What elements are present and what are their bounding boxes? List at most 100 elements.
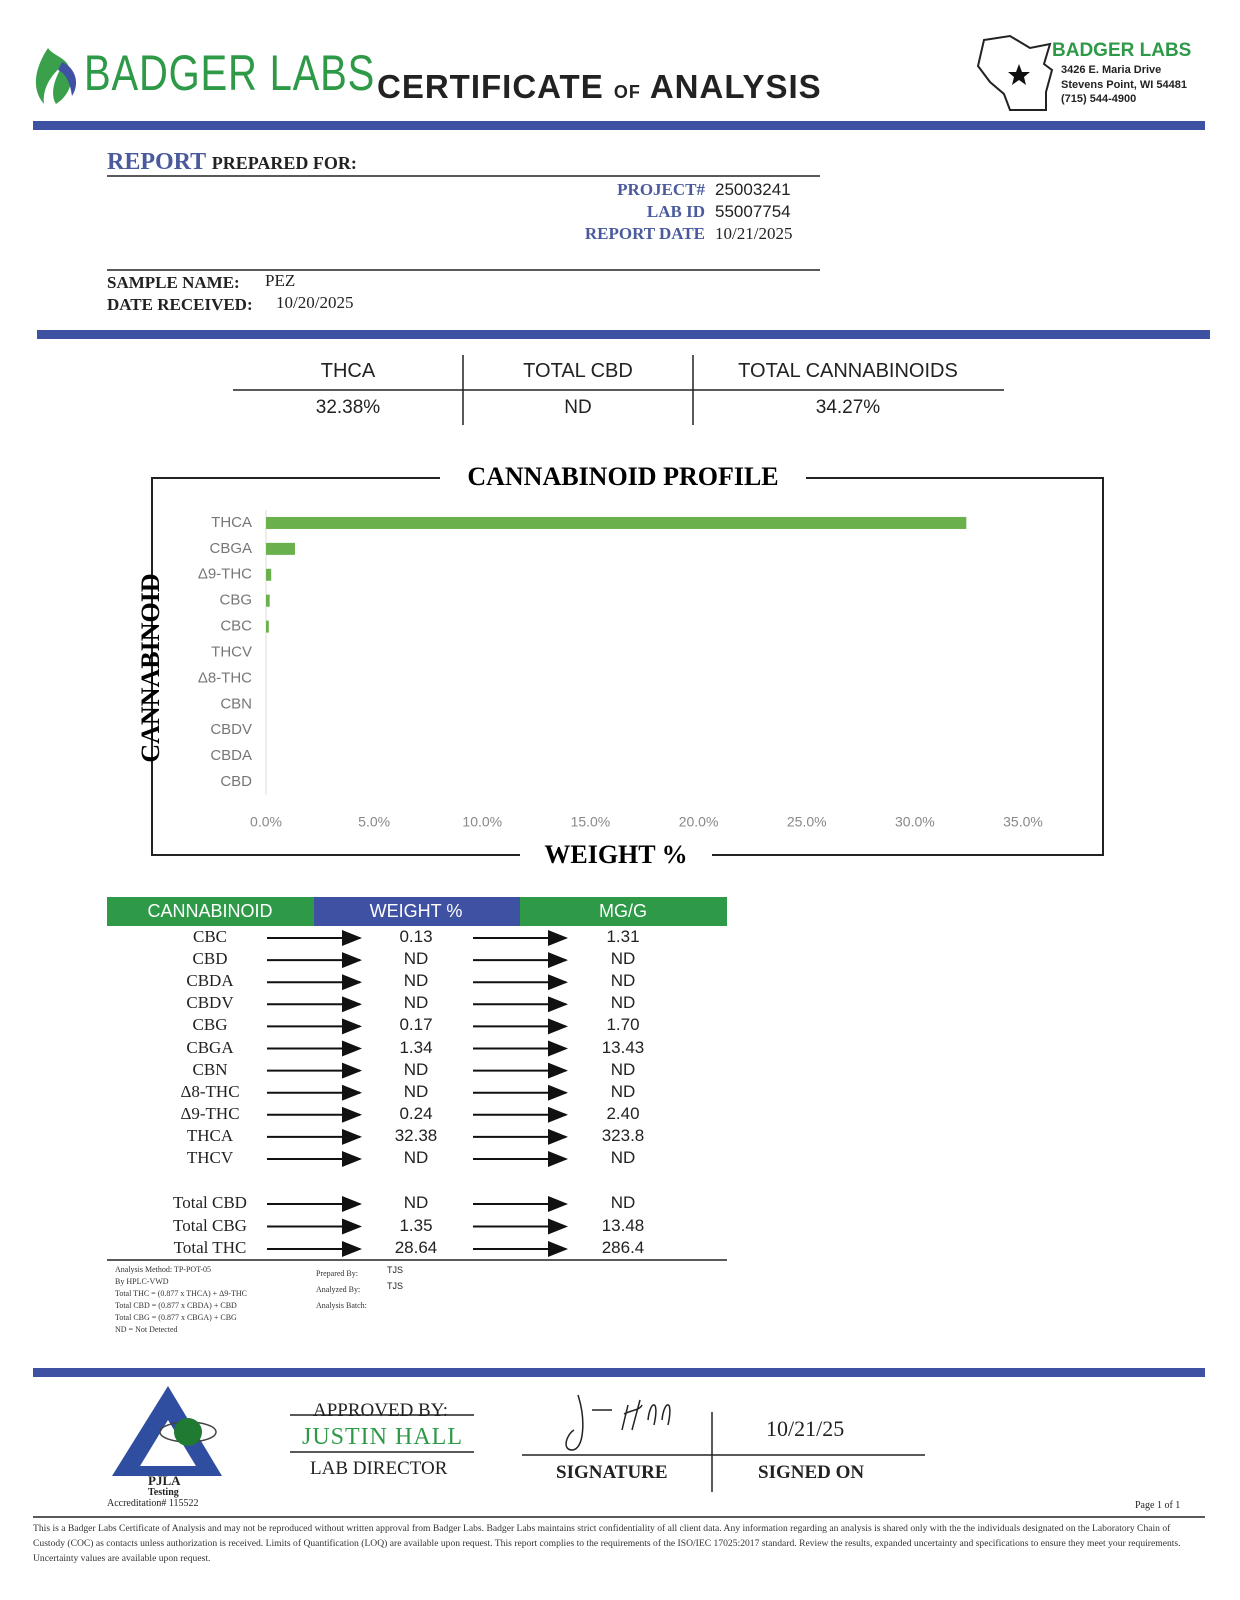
method-notes: Analysis Method: TP-POT-05 By HPLC-VWD T…	[115, 1264, 247, 1336]
row-label: Total CBD	[173, 1193, 247, 1212]
field-label: PROJECT#	[617, 180, 705, 199]
report-label: REPORT	[107, 149, 206, 175]
note: Analyzed By:	[316, 1285, 361, 1294]
report-label: PREPARED FOR:	[211, 153, 357, 173]
field-value: 10/21/2025	[715, 224, 793, 243]
pjla-text: Testing	[148, 1487, 179, 1498]
bar	[266, 568, 272, 581]
y-tick-label: CBN	[220, 695, 252, 712]
table-cell: 0.13	[399, 927, 433, 946]
table-cell: ND	[403, 949, 429, 969]
y-tick-label: CBDV	[210, 721, 252, 738]
signature-label: SIGNATURE	[556, 1462, 668, 1483]
table-cell: ND	[403, 993, 429, 1013]
title-part: ANALYSIS	[649, 68, 822, 105]
field-label: DATE RECEIVED:	[107, 295, 253, 314]
signature-mark	[565, 1394, 671, 1451]
address-line: (715) 544-4900	[1061, 93, 1137, 105]
address-line: 3426 E. Maria Drive	[1061, 64, 1162, 76]
accreditation: Accreditation# 115522	[107, 1498, 199, 1509]
note: Total CBG = (0.877 x CBGA) + CBG	[115, 1313, 237, 1322]
logo-text: BADGER LABS	[84, 45, 376, 101]
row-label: CBD	[192, 949, 228, 969]
table-cell: ND	[610, 993, 636, 1013]
table-cell: 1.70	[606, 1015, 640, 1035]
logo-icon-accent	[58, 62, 77, 96]
report-labels: PROJECT# LAB ID REPORT DATE	[585, 179, 705, 245]
bar	[266, 594, 270, 607]
x-tick-label: 0.0%	[250, 814, 282, 830]
x-tick-label: 20.0%	[679, 814, 719, 830]
row-label: CBC	[192, 927, 228, 946]
note: ND = Not Detected	[115, 1325, 178, 1334]
table-cell: 2.40	[606, 1103, 640, 1123]
table-cell: 28.64	[394, 1238, 438, 1257]
bar	[266, 620, 269, 633]
summary-header: TOTAL CANNABINOIDS	[738, 360, 958, 382]
prep-labels: Prepared By: Analyzed By: Analysis Batch…	[316, 1266, 367, 1314]
table-cell: ND	[610, 971, 636, 991]
table-cell: 286.4	[601, 1238, 645, 1257]
x-tick-label: 35.0%	[1003, 814, 1043, 830]
page-number: Page 1 of 1	[1135, 1500, 1181, 1511]
table-cell: 0.24	[399, 1103, 433, 1123]
report-heading: REPORT PREPARED FOR:	[107, 149, 357, 176]
table-cell: ND	[610, 1193, 636, 1212]
state-outline	[976, 34, 1054, 111]
y-tick-label: Δ9-THC	[198, 566, 252, 583]
table-header: WEIGHT %	[369, 901, 463, 921]
y-tick-label: THCV	[211, 643, 252, 660]
signed-date: 10/21/25	[766, 1416, 845, 1441]
x-tick-label: 25.0%	[787, 814, 827, 830]
row-label: CBGA	[186, 1037, 234, 1057]
x-tick-label: 30.0%	[895, 814, 935, 830]
note: Total THC = (0.877 x THCA) + Δ9-THC	[115, 1289, 247, 1298]
table-cell: ND	[610, 1059, 636, 1079]
pjla-triangle-inner	[140, 1420, 196, 1466]
table-header: MG/G	[599, 901, 647, 921]
row-label: Δ8-THC	[180, 1081, 240, 1101]
y-tick-label: CBC	[220, 618, 252, 635]
approved-label: APPROVED BY:	[313, 1400, 448, 1421]
row-label: CBN	[192, 1059, 228, 1079]
table-cell: 1.31	[606, 927, 640, 946]
note: Prepared By:	[316, 1269, 358, 1278]
x-tick-label: 10.0%	[462, 814, 502, 830]
y-axis-title: CANNABINOID	[136, 573, 165, 762]
x-tick-label: 15.0%	[571, 814, 611, 830]
table-header: CANNABINOID	[147, 901, 273, 921]
lab-name: BADGER LABS	[1052, 40, 1192, 61]
y-tick-label: THCA	[211, 514, 252, 531]
disclaimer: This is a Badger Labs Certificate of Ana…	[33, 1523, 1181, 1564]
pjla-text: PJLA	[148, 1473, 181, 1488]
note: TJS	[387, 1265, 404, 1275]
y-tick-label: Δ8-THC	[198, 669, 252, 686]
table-cell: ND	[403, 1059, 429, 1079]
approver-name: JUSTIN HALL	[302, 1424, 463, 1450]
table-cell: 13.48	[601, 1215, 645, 1235]
table-cell: ND	[403, 1193, 429, 1212]
table-cell: ND	[610, 1081, 636, 1101]
field-value: 25003241	[715, 180, 791, 199]
table-cell: ND	[610, 1148, 636, 1167]
row-label: THCV	[186, 1148, 234, 1167]
doc-title: CERTIFICATE of ANALYSIS	[377, 68, 822, 106]
chart-title: CANNABINOID PROFILE	[467, 462, 778, 491]
star	[1008, 64, 1030, 85]
address-line: Stevens Point, WI 54481	[1061, 78, 1187, 91]
x-tick-label: 5.0%	[358, 814, 390, 830]
field-value: 10/20/2025	[276, 293, 354, 312]
table-cell: 1.35	[399, 1215, 433, 1235]
table-cell: 0.17	[399, 1015, 433, 1035]
field-label: REPORT DATE	[584, 224, 705, 243]
summary-value: 32.38%	[315, 397, 381, 418]
table-cell: 32.38	[394, 1125, 438, 1145]
sample-labels: SAMPLE NAME: DATE RECEIVED:	[107, 272, 253, 316]
prep-values: TJS TJS	[387, 1262, 403, 1294]
approver-role: LAB DIRECTOR	[310, 1458, 448, 1479]
note: By HPLC-VWD	[115, 1277, 169, 1286]
y-tick-label: CBG	[219, 592, 252, 609]
table-cell: 1.34	[399, 1037, 433, 1057]
